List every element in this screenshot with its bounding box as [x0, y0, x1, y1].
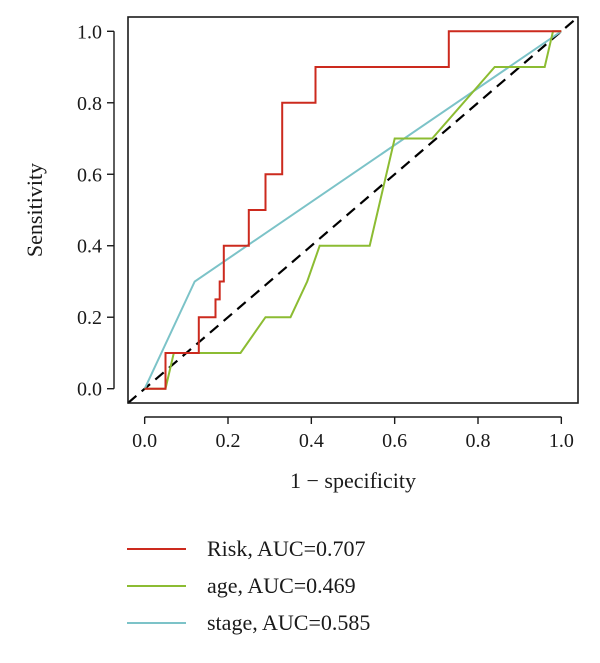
y-tick-label: 0.0 — [77, 379, 102, 401]
plot-lines — [127, 16, 579, 404]
x-tick-label: 0.2 — [216, 430, 241, 452]
y-axis-title: Sensitivity — [22, 163, 47, 257]
legend-label-stage: stage, AUC=0.585 — [207, 610, 370, 635]
y-tick-label: 0.4 — [77, 236, 102, 258]
plot-frame — [127, 16, 579, 404]
y-tick-label: 0.2 — [77, 307, 102, 329]
legend-label-risk: Risk, AUC=0.707 — [207, 536, 366, 561]
x-tick-label: 0.8 — [466, 430, 491, 452]
legend-label-age: age, AUC=0.469 — [207, 573, 356, 598]
y-tick-label: 0.6 — [77, 164, 102, 186]
x-tick-label: 0.4 — [299, 430, 324, 452]
legend: Risk, AUC=0.707 age, AUC=0.469 stage, AUC=… — [127, 536, 370, 635]
roc-line-stage — [143, 30, 562, 390]
y-tick-label: 0.8 — [77, 93, 102, 115]
x-tick-label: 1.0 — [549, 430, 574, 452]
roc-line-risk — [144, 30, 562, 390]
axes: 0.0 0.2 0.4 0.6 0.8 1.0 0.0 0.2 0.4 0.6 0.8 1.0 — [77, 21, 574, 452]
x-axis-title: 1 − specificity — [290, 468, 416, 493]
x-tick-label: 0.6 — [382, 430, 407, 452]
y-tick-label: 1.0 — [77, 21, 102, 43]
x-tick-label: 0.0 — [132, 430, 157, 452]
reference-diagonal — [127, 16, 579, 404]
